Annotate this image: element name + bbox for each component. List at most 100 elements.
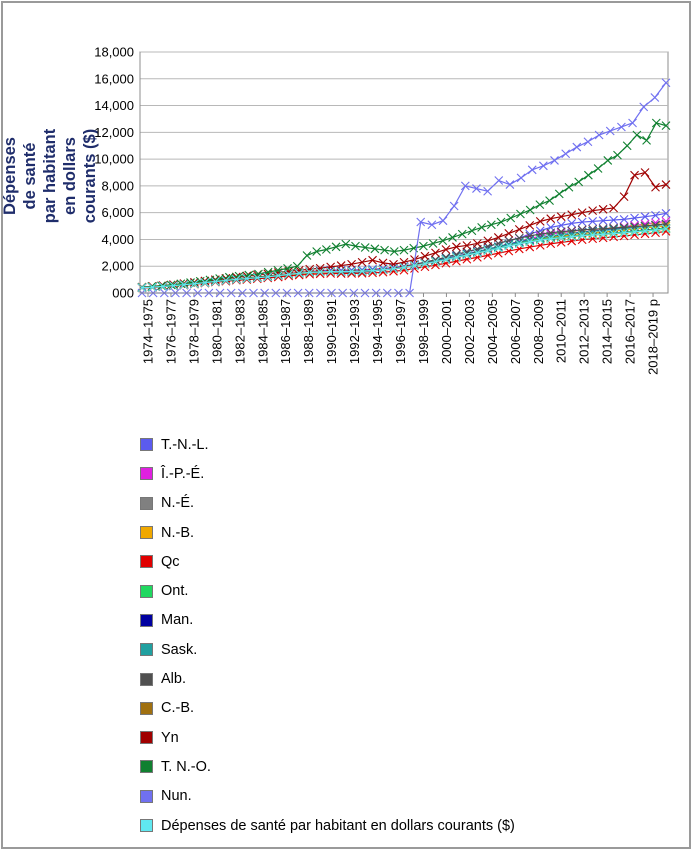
data-point-marker: [567, 232, 577, 242]
x-tick-label: 1980–1981: [209, 299, 224, 364]
data-point-marker: [550, 156, 559, 165]
data-point-marker: [416, 217, 426, 227]
data-point-marker: [630, 226, 639, 236]
legend-label: N.-B.: [161, 524, 195, 541]
data-point-marker: [341, 239, 351, 249]
data-point-marker: [483, 246, 493, 256]
data-point-marker: [420, 251, 430, 261]
x-tick-label: 2008–2009: [531, 299, 546, 364]
data-point-marker: [441, 255, 451, 265]
data-point-marker: [389, 259, 398, 269]
data-point-marker: [556, 212, 566, 222]
data-point-marker: [630, 213, 639, 223]
data-point-marker: [535, 216, 545, 226]
data-point-marker: [179, 280, 189, 290]
x-tick-label: 2010–2011: [554, 299, 569, 363]
data-point-marker: [368, 266, 377, 276]
data-point-marker: [357, 266, 367, 276]
x-tick-label: 1996–1997: [393, 299, 408, 364]
y-tick-label: 18,000: [94, 45, 134, 60]
x-tick-label: 2018–2019 p: [646, 299, 661, 375]
x-tick-label: 2000–2001: [439, 299, 454, 364]
data-point-marker: [651, 224, 660, 234]
data-point-marker: [598, 229, 608, 239]
data-point-marker: [535, 235, 545, 245]
data-point-marker: [556, 231, 566, 241]
data-point-marker: [294, 268, 304, 278]
data-point-marker: [357, 257, 367, 267]
data-point-marker: [326, 267, 336, 276]
data-point-marker: [505, 180, 515, 189]
data-point-marker: [605, 126, 615, 136]
data-point-marker: [273, 271, 283, 280]
data-point-marker: [190, 279, 199, 289]
y-tick-label: 6,000: [101, 205, 134, 220]
data-point-marker: [399, 245, 409, 255]
data-point-marker: [360, 243, 370, 252]
legend-swatch: [140, 731, 153, 745]
data-point-marker: [577, 231, 587, 241]
data-point-marker: [628, 118, 637, 128]
data-point-marker: [467, 226, 477, 236]
data-point-marker: [650, 93, 660, 102]
data-point-marker: [556, 220, 566, 230]
data-point-marker: [448, 233, 457, 242]
legend-swatch: [140, 526, 153, 540]
legend-item: Ont.: [140, 576, 515, 605]
legend-item: Alb.: [140, 664, 515, 693]
data-point-marker: [588, 230, 598, 240]
data-point-marker: [619, 192, 629, 201]
data-point-marker: [577, 217, 587, 227]
data-point-marker: [630, 223, 639, 232]
data-point-marker: [651, 210, 660, 220]
y-tick-label: 12,000: [94, 125, 134, 140]
data-point-marker: [588, 234, 598, 244]
data-point-marker: [525, 205, 535, 215]
data-point-marker: [514, 239, 524, 249]
legend-label: Nun.: [161, 788, 192, 805]
legend-item: T.-N.-L.: [140, 430, 515, 459]
data-point-marker: [148, 282, 157, 292]
legend-swatch: [140, 467, 153, 481]
data-point-marker: [462, 241, 472, 250]
data-point-marker: [493, 243, 503, 253]
y-tick-label: 8,000: [101, 178, 134, 193]
data-point-marker: [263, 272, 273, 282]
data-point-marker: [583, 170, 593, 180]
chart-legend: T.-N.-L. Î.-P.-É. N.-É. N.-B. Qc Ont. Man. Sask…: [140, 430, 515, 840]
data-point-marker: [588, 206, 598, 216]
y-tick-label: 000: [112, 286, 134, 301]
data-point-marker: [428, 239, 438, 248]
data-point-marker: [577, 208, 587, 218]
data-point-marker: [546, 234, 556, 244]
x-tick-label: 2016–2017: [623, 299, 638, 364]
data-point-marker: [157, 281, 166, 291]
legend-item: N.-B.: [140, 518, 515, 547]
data-point-marker: [619, 214, 629, 224]
data-point-marker: [598, 233, 608, 243]
legend-swatch: [140, 584, 153, 598]
legend-label: N.-É.: [161, 495, 195, 512]
data-point-marker: [516, 173, 526, 183]
data-point-marker: [613, 150, 622, 160]
data-point-marker: [527, 165, 537, 175]
data-point-marker: [546, 214, 556, 224]
x-tick-label: 1988–1989: [301, 299, 316, 364]
legend-swatch: [140, 555, 153, 569]
legend-label: Qc: [161, 553, 180, 570]
legend-item: Qc: [140, 547, 515, 576]
x-tick-label: 1978–1979: [186, 299, 201, 364]
legend-label: Yn: [161, 729, 179, 746]
data-point-marker: [302, 251, 312, 260]
data-point-marker: [158, 282, 168, 291]
data-point-marker: [486, 220, 496, 230]
data-point-marker: [252, 273, 262, 283]
data-point-marker: [457, 229, 467, 239]
data-point-marker: [617, 122, 626, 132]
data-point-marker: [661, 208, 671, 218]
legend-swatch: [140, 672, 153, 686]
data-point-marker: [640, 168, 650, 177]
legend-label: Alb.: [161, 671, 186, 688]
data-point-marker: [640, 226, 650, 236]
